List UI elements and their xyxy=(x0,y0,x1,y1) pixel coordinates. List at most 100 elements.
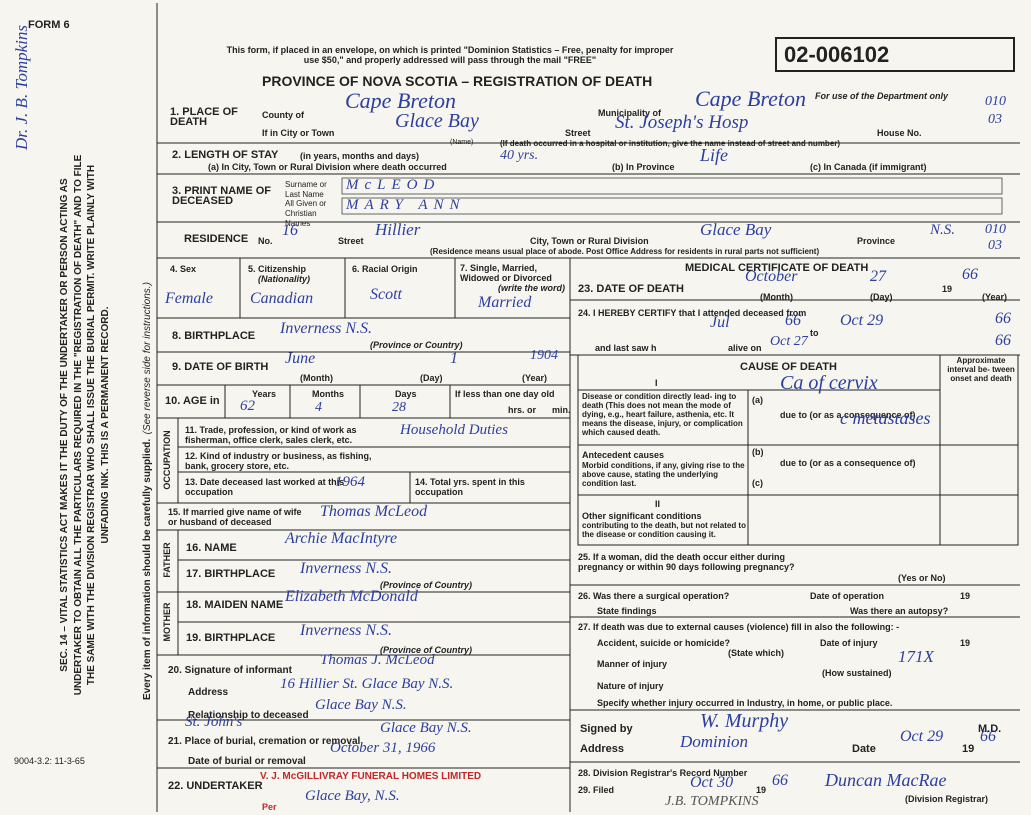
label: 25. If a woman, did the death occur eith… xyxy=(578,552,795,572)
label: Address xyxy=(188,687,229,698)
label: Date of burial or removal xyxy=(188,756,306,767)
value: Female xyxy=(165,290,213,307)
label: RESIDENCE xyxy=(184,233,249,245)
label: 8. BIRTHPLACE xyxy=(172,330,256,342)
label: (Nationality) xyxy=(258,274,311,284)
label: Date of injury xyxy=(820,638,878,648)
occupation-wrap: OCCUPATION xyxy=(162,420,172,500)
hint: (Year) xyxy=(522,373,548,383)
father-wrap: FATHER xyxy=(162,530,172,590)
label: min. xyxy=(552,405,571,415)
label: due to (or as a consequence of) xyxy=(780,458,916,468)
value: Hillier xyxy=(375,220,421,239)
hint: (Day) xyxy=(870,292,893,302)
label: (a) In City, Town or Rural Division wher… xyxy=(208,162,447,172)
label: House No. xyxy=(877,128,922,138)
label: (b) xyxy=(752,447,764,457)
hint: (Month) xyxy=(300,373,333,383)
section-title: CAUSE OF DEATH xyxy=(740,361,837,373)
label: 29. Filed xyxy=(578,785,615,795)
label: (b) In Province xyxy=(612,162,675,172)
code: 010 xyxy=(985,222,1006,237)
value: 28 xyxy=(392,400,406,415)
instructions: SEC. 14 – VITAL STATISTICS ACT MAKES IT … xyxy=(59,154,111,696)
note-wrap: Every item of information should be care… xyxy=(137,140,155,700)
label: 23. DATE OF DEATH xyxy=(578,283,684,295)
label: 3. PRINT NAME OF DECEASED xyxy=(172,185,272,207)
section-label: FATHER xyxy=(162,542,172,578)
hint: (Name) xyxy=(450,139,474,146)
label: Manner of injury xyxy=(597,659,668,669)
label: 6. Racial Origin xyxy=(352,264,418,274)
value: 66 xyxy=(995,310,1011,327)
value: 1964 xyxy=(335,474,365,490)
label: Address xyxy=(580,743,625,755)
label: (a) xyxy=(752,395,763,405)
label: M.D. xyxy=(978,723,1002,735)
value: McLEOD xyxy=(346,177,441,193)
hint: (Division Registrar) xyxy=(905,794,989,804)
title: PROVINCE OF NOVA SCOTIA – REGISTRATION O… xyxy=(262,73,653,89)
label: (write the word) xyxy=(498,283,565,293)
label: Street xyxy=(565,128,591,138)
value: June xyxy=(285,350,316,367)
code: 03 xyxy=(988,112,1002,127)
value: Glace Bay N.S. xyxy=(315,697,407,713)
label: Municipality of xyxy=(598,108,661,118)
label: Province xyxy=(857,236,896,246)
label: (c) In Canada (if immigrant) xyxy=(810,162,927,172)
label: 12. Kind of industry or business, as fis… xyxy=(185,451,372,471)
section-label: OCCUPATION xyxy=(162,430,172,490)
label: 2. LENGTH OF STAY xyxy=(172,149,279,161)
label: 19 xyxy=(962,743,975,755)
label: 19 xyxy=(756,785,767,795)
value: Oct 29 xyxy=(900,728,944,745)
label: Was there an autopsy? xyxy=(850,606,949,616)
hint: (Month) xyxy=(760,292,793,302)
label: 10. AGE in xyxy=(165,395,220,407)
label: Specify whether injury occurred in Indus… xyxy=(597,698,893,708)
reverse-note: (See reverse side for instructions.) xyxy=(142,282,153,435)
label: Accident, suicide or homicide? xyxy=(597,638,731,648)
label: 22. UNDERTAKER xyxy=(168,780,263,792)
registration-number: 02-006102 xyxy=(784,42,890,67)
label: Disease or condition directly lead- ing … xyxy=(582,392,743,437)
margin-signature-wrap: Dr. J. B. Tompkins xyxy=(12,0,32,150)
value: Scott xyxy=(370,286,402,303)
value: W. Murphy xyxy=(700,710,789,732)
value: N.S. xyxy=(930,222,956,238)
value: Oct 27 xyxy=(770,334,808,349)
value: Dominion xyxy=(680,732,748,751)
label: 26. Was there a surgical operation? xyxy=(578,591,730,601)
stamp: J.B. TOMPKINS xyxy=(665,794,759,809)
label: due to (or as a consequence of) xyxy=(780,410,916,420)
value: Elizabeth McDonald xyxy=(285,588,418,605)
label: 18. MAIDEN NAME xyxy=(186,599,284,611)
value: 16 Hillier St. Glace Bay N.S. xyxy=(280,676,454,692)
note: Every item of information should be care… xyxy=(142,438,153,700)
label: Months xyxy=(312,389,344,399)
value: Inverness N.S. xyxy=(300,622,392,639)
label: 17. BIRTHPLACE xyxy=(186,568,276,580)
value: 66 xyxy=(772,772,788,789)
label: State findings xyxy=(597,606,657,616)
label: alive on xyxy=(728,343,762,353)
value: St. Joseph's Hosp xyxy=(615,112,749,133)
label: 4. Sex xyxy=(170,264,197,274)
value: Glace Bay N.S. xyxy=(380,720,472,736)
code: 010 xyxy=(985,94,1006,109)
value: Ca of cervix xyxy=(780,372,878,394)
label: 19 xyxy=(960,638,971,648)
label: and last saw h xyxy=(595,343,657,353)
value: Inverness N.S. xyxy=(280,320,372,337)
envelope-note: This form, if placed in an envelope, on … xyxy=(226,45,674,65)
label: hrs. or xyxy=(508,405,537,415)
label: 11. Trade, profession, or kind of work a… xyxy=(185,425,357,445)
value: Archie MacIntyre xyxy=(285,530,398,547)
label: I xyxy=(655,378,658,388)
label: to xyxy=(810,328,819,338)
label: Surname or Last Name xyxy=(285,180,327,199)
label: contributing to the death, but not relat… xyxy=(582,521,746,539)
label: Street xyxy=(338,236,364,246)
label: 20. Signature of informant xyxy=(168,665,292,676)
